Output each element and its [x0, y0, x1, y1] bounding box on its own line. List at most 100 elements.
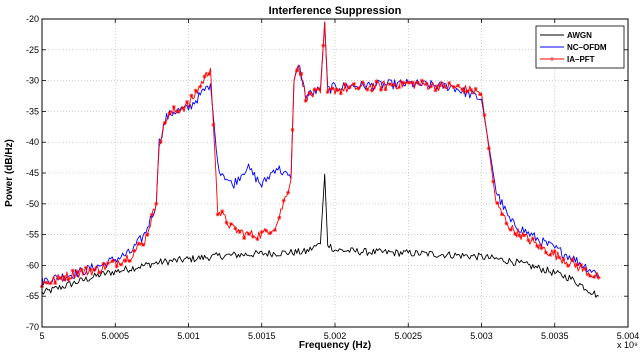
series-marker — [539, 246, 544, 251]
series-marker — [202, 74, 207, 79]
x-tick-label: 5.0035 — [541, 331, 569, 341]
series-marker — [352, 81, 357, 86]
series-marker — [473, 86, 478, 91]
axis-ticks: 5 5.0005 5.001 5.0015 5.002 5.0025 5.003 5.0035… — [26, 14, 639, 341]
series-marker — [176, 109, 181, 114]
series-marker — [343, 82, 348, 87]
series-marker — [464, 89, 469, 94]
y-tick-label: -55 — [26, 230, 39, 240]
series-marker — [478, 92, 483, 97]
series-line-ia-pft — [41, 21, 600, 287]
series-marker — [88, 267, 93, 272]
series-marker — [557, 255, 562, 260]
y-tick-label: -50 — [26, 199, 39, 209]
series-marker — [338, 91, 343, 96]
series-marker — [504, 221, 509, 226]
series-marker — [246, 231, 251, 236]
y-tick-label: -20 — [26, 14, 39, 24]
series-marker — [75, 269, 80, 274]
series-marker — [561, 257, 566, 262]
x-tick-label: 5.0025 — [394, 331, 422, 341]
series-marker — [215, 212, 220, 217]
series-marker — [141, 242, 146, 247]
series-marker — [360, 80, 365, 85]
series-marker — [517, 233, 522, 238]
legend: AWGN NC–OFDM IA–PFT — [535, 25, 625, 69]
series-marker — [303, 98, 308, 103]
series-marker — [70, 268, 75, 273]
series-marker — [583, 267, 588, 271]
series-marker — [469, 88, 474, 93]
series-marker — [127, 258, 132, 263]
y-tick-label: -35 — [26, 106, 39, 116]
series-marker — [438, 83, 443, 88]
series-marker — [521, 233, 526, 238]
series-marker — [114, 264, 119, 269]
series-marker — [406, 80, 411, 85]
series-marker — [500, 212, 505, 217]
series-marker — [123, 258, 128, 263]
series-marker — [374, 79, 379, 84]
series-marker — [294, 68, 299, 73]
series-marker — [149, 212, 154, 217]
series-marker — [513, 231, 518, 236]
series-marker — [193, 88, 198, 93]
series-marker — [61, 274, 66, 279]
series-marker — [264, 228, 269, 233]
series-marker — [105, 261, 110, 266]
series-marker — [242, 236, 247, 241]
series-marker — [101, 261, 106, 266]
series-marker — [548, 252, 553, 257]
series-line-awgn — [41, 173, 599, 298]
x-tick-label: 5.002 — [324, 331, 347, 341]
x-tick-label: 5.0005 — [101, 331, 129, 341]
series-marker — [136, 241, 141, 246]
series-marker — [92, 267, 97, 272]
y-tick-label: -30 — [26, 76, 39, 86]
series-lines — [40, 21, 601, 298]
series-marker — [451, 84, 456, 89]
series-marker — [401, 80, 406, 85]
series-marker — [428, 84, 433, 89]
series-marker — [185, 99, 190, 104]
series-marker — [299, 71, 304, 76]
series-marker — [574, 262, 579, 267]
series-marker — [255, 237, 260, 242]
y-axis-label: Power (dB/Hz) — [4, 139, 15, 207]
series-marker — [44, 280, 49, 285]
series-marker — [277, 215, 282, 220]
series-marker — [347, 85, 352, 90]
series-marker — [145, 232, 150, 237]
series-marker — [543, 250, 548, 255]
series-marker — [482, 113, 487, 118]
y-tick-label: -25 — [26, 45, 39, 55]
series-marker — [592, 274, 597, 279]
series-marker — [171, 104, 176, 109]
x-tick-label: 5 — [39, 331, 44, 341]
series-marker — [365, 87, 370, 92]
series-marker — [535, 243, 540, 248]
grid-lines — [42, 19, 628, 327]
legend-label: NC–OFDM — [567, 43, 607, 52]
series-marker — [456, 83, 461, 88]
series-marker — [259, 230, 264, 235]
series-marker — [163, 120, 168, 125]
series-marker — [312, 87, 317, 92]
series-marker — [180, 106, 185, 111]
y-tick-label: -45 — [26, 168, 39, 178]
series-line-nc-ofdm — [41, 21, 600, 286]
x-axis-label: Frequency (Hz) — [299, 340, 371, 351]
series-marker — [447, 81, 452, 86]
series-marker — [110, 259, 115, 264]
series-marker — [433, 88, 438, 93]
x-axis-multiplier: x 10⁹ — [617, 340, 638, 350]
series-marker — [198, 84, 203, 89]
series-marker — [154, 201, 159, 206]
x-tick-label: 5.003 — [470, 331, 493, 341]
chart-title: Interference Suppression — [269, 5, 402, 17]
series-marker — [211, 122, 216, 127]
series-marker — [530, 236, 535, 241]
series-marker — [228, 221, 233, 226]
series-marker — [419, 78, 424, 83]
